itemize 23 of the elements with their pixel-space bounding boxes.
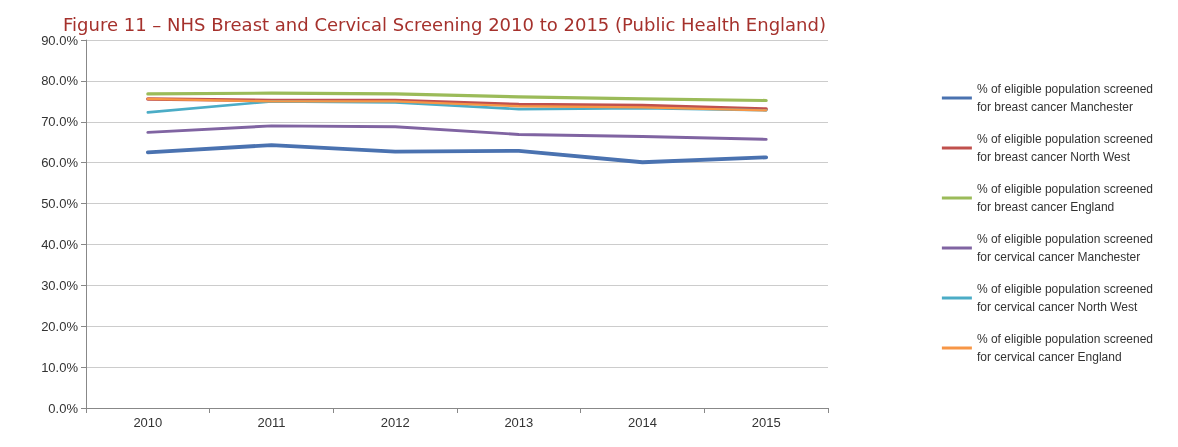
x-tick-label: 2015	[751, 415, 781, 430]
x-tick-label: 2014	[628, 415, 657, 430]
y-tick-label: 20.0%	[41, 318, 79, 334]
x-tick-label: 2010	[133, 415, 163, 430]
y-tick-label: 80.0%	[41, 73, 79, 89]
x-tick-label: 2012	[380, 415, 410, 430]
y-tick-label: 50.0%	[41, 196, 79, 212]
x-tick-label: 2011	[257, 415, 286, 430]
chart-title: Figure 11 – NHS Breast and Cervical Screening 2010 to 2015 (Public Health England)	[63, 13, 826, 35]
legend-label: % of eligible population screened for cervical cancer England	[976, 332, 1153, 364]
legend-label: % of eligible population screened for cervical cancer North West	[976, 282, 1153, 314]
y-tick-label: 70.0%	[41, 114, 79, 130]
legend-label: % of eligible population screened for cervical cancer Manchester	[976, 232, 1153, 264]
y-tick-label: 10.0%	[41, 359, 79, 375]
legend-label: % of eligible population screened for breast cancer North West	[976, 132, 1153, 164]
legend-label: % of eligible population screened for breast cancer Manchester	[976, 82, 1153, 114]
y-tick-label: 60.0%	[41, 155, 79, 171]
legend-label: % of eligible population screened for breast cancer England	[976, 182, 1153, 214]
x-tick-label: 2013	[504, 415, 534, 430]
y-tick-label: 0.0%	[48, 400, 79, 416]
y-tick-label: 40.0%	[41, 236, 79, 252]
y-tick-label: 30.0%	[41, 277, 79, 293]
y-tick-label: 90.0%	[41, 32, 79, 48]
